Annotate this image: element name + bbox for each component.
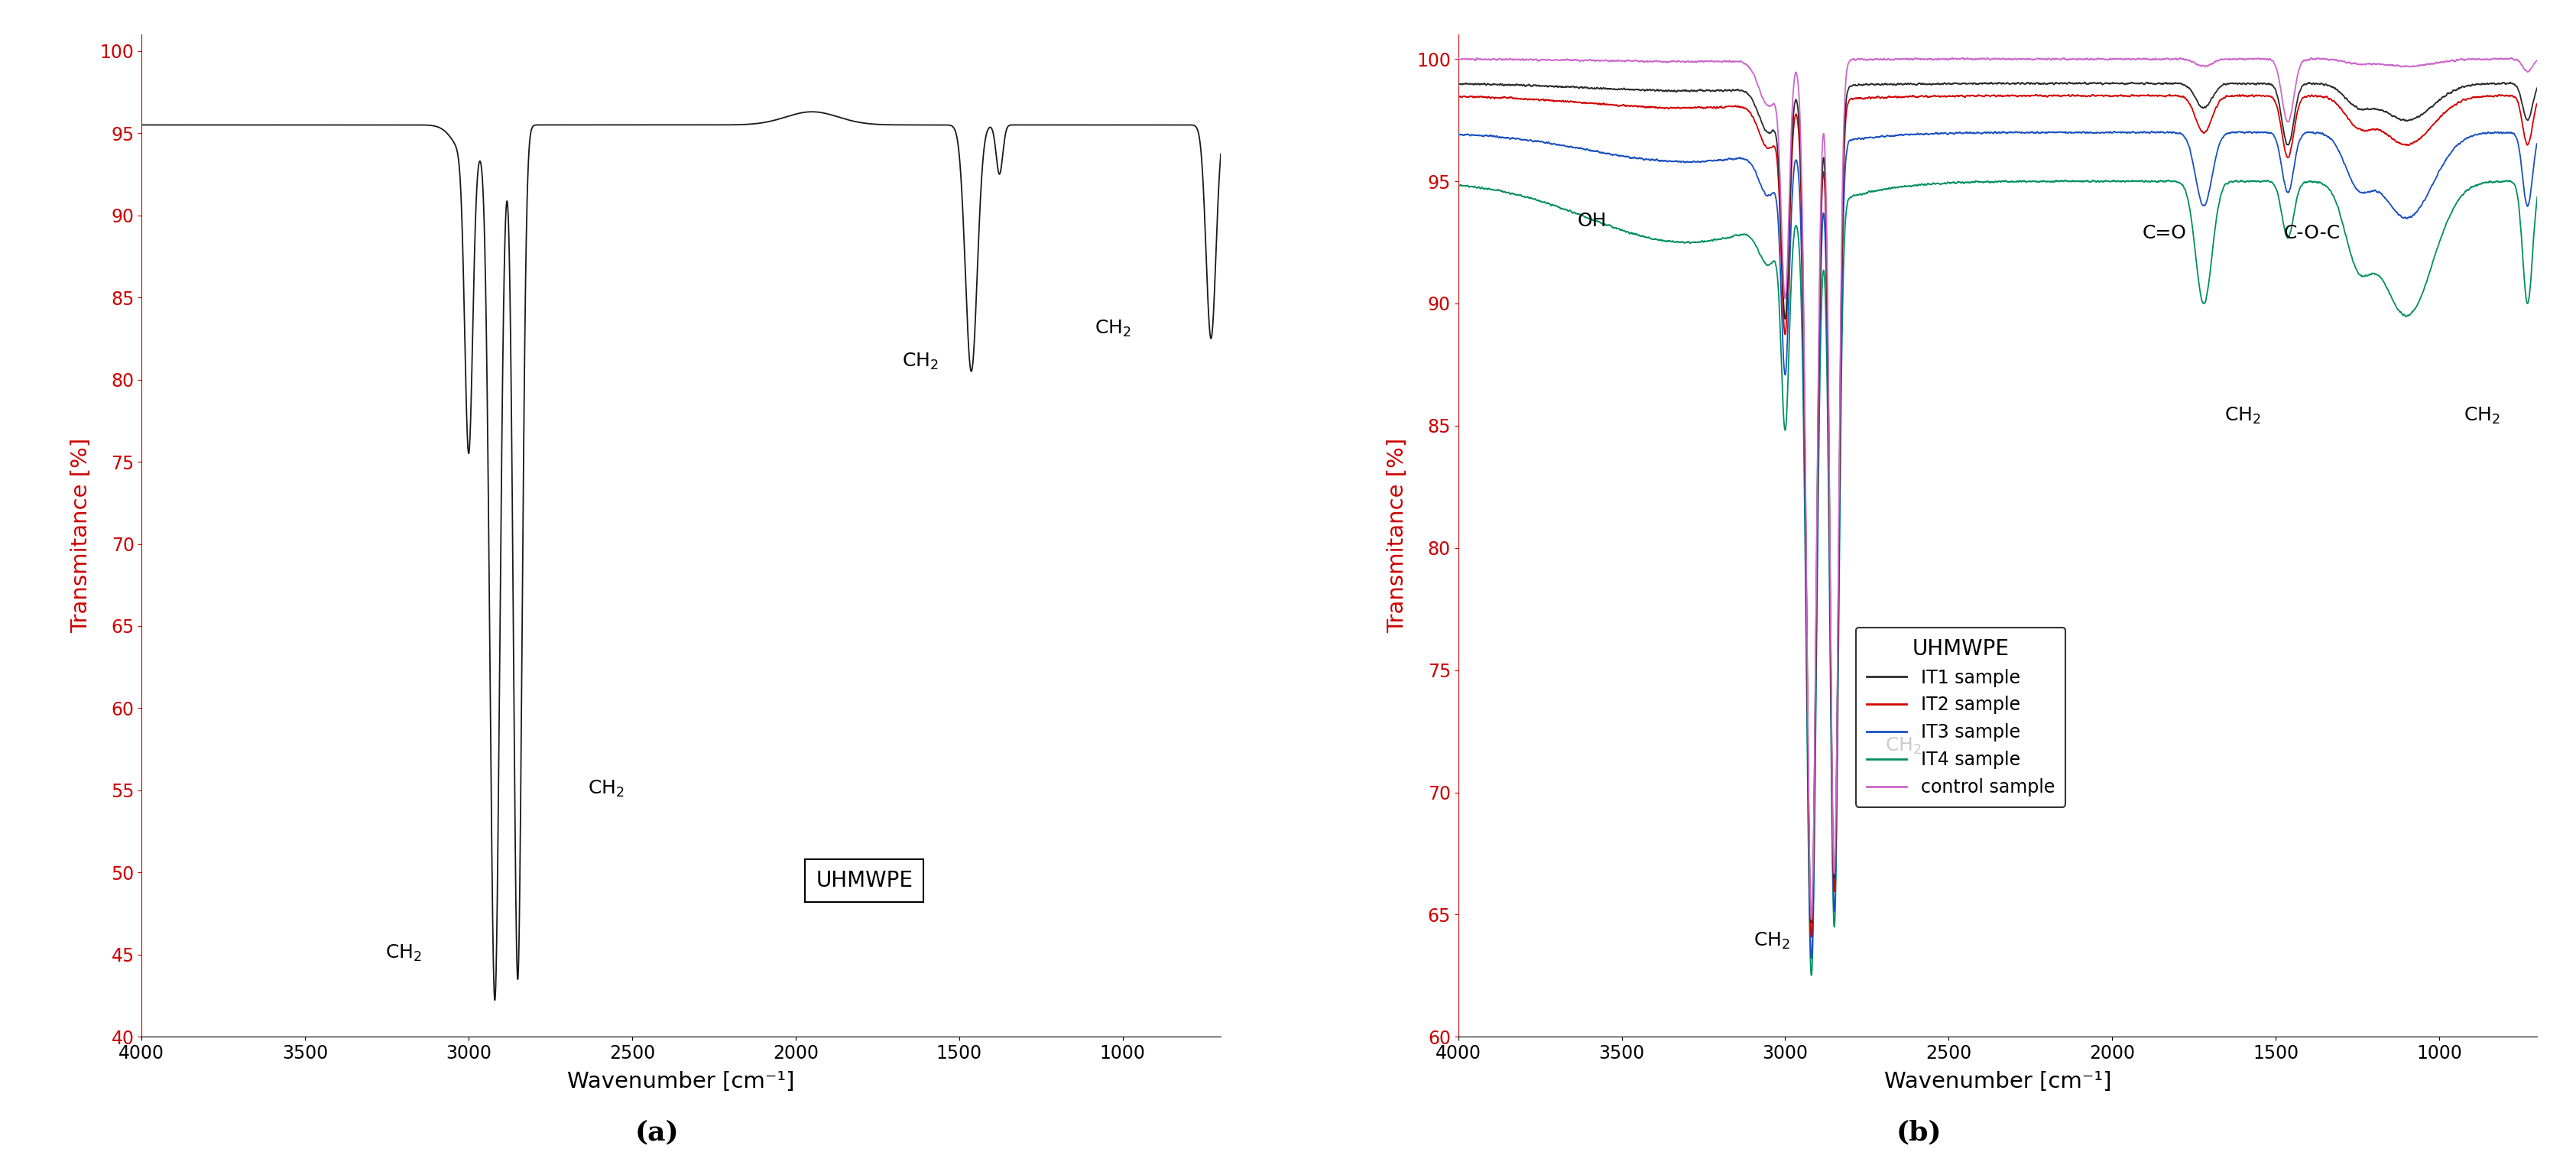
Text: CH$_2$: CH$_2$	[2226, 406, 2262, 426]
Text: CH$_2$: CH$_2$	[384, 942, 422, 963]
Text: CH$_2$: CH$_2$	[1095, 318, 1131, 339]
X-axis label: Wavenumber [cm⁻¹]: Wavenumber [cm⁻¹]	[567, 1071, 796, 1092]
Y-axis label: Transmitance [%]: Transmitance [%]	[70, 438, 93, 634]
Text: OH: OH	[1577, 212, 1607, 230]
Text: (a): (a)	[634, 1120, 680, 1146]
Text: CH$_2$: CH$_2$	[1886, 736, 1922, 756]
Text: C-O-C: C-O-C	[2282, 223, 2339, 242]
Legend: IT1 sample, IT2 sample, IT3 sample, IT4 sample, control sample: IT1 sample, IT2 sample, IT3 sample, IT4 …	[1855, 628, 2066, 808]
Y-axis label: Transmitance [%]: Transmitance [%]	[1386, 438, 1409, 634]
Text: C=O: C=O	[2143, 223, 2187, 242]
Text: (b): (b)	[1896, 1120, 1942, 1146]
Text: UHMWPE: UHMWPE	[817, 870, 912, 892]
Text: CH$_2$: CH$_2$	[902, 351, 938, 371]
Text: CH$_2$: CH$_2$	[587, 779, 623, 798]
Text: CH$_2$: CH$_2$	[1754, 931, 1790, 952]
Text: CH$_2$: CH$_2$	[2463, 406, 2501, 426]
X-axis label: Wavenumber [cm⁻¹]: Wavenumber [cm⁻¹]	[1883, 1071, 2112, 1092]
